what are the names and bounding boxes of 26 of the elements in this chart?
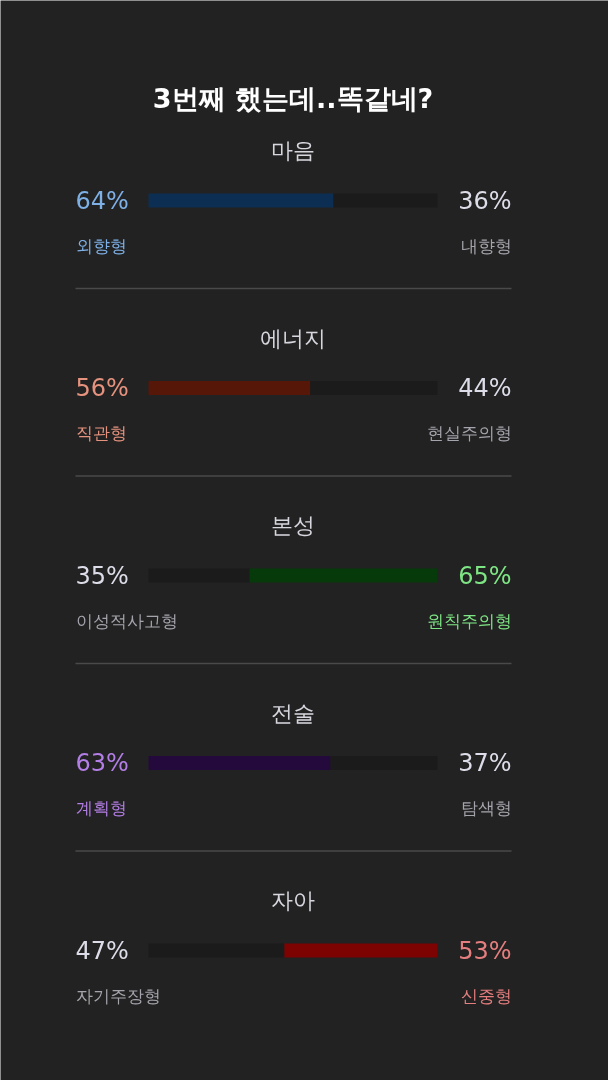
data-label: 47%	[75, 936, 129, 965]
text: 3번째 했는데..똑같네?	[152, 83, 434, 114]
data-label: 36%	[458, 186, 512, 215]
data-label: 64%	[75, 186, 129, 215]
y-tick-label: 자아	[271, 888, 315, 913]
y-tick-label: 전술	[271, 700, 315, 726]
y-tick-label: 본성	[271, 513, 315, 538]
data-label: 35%	[75, 561, 129, 590]
text: 신중형	[460, 985, 512, 1006]
data-label: 53%	[458, 936, 512, 965]
series-label: 자기주장형	[75, 985, 161, 1006]
text: 외향형	[75, 235, 127, 256]
data-label: 65%	[458, 561, 512, 590]
data-label: 63%	[75, 749, 129, 777]
y-tick-label: 마음	[271, 138, 315, 163]
text: 내향형	[460, 235, 512, 256]
data-label: 56%	[75, 374, 129, 402]
series-label: 원칙주의형	[426, 610, 512, 631]
data-label: 44%	[458, 374, 512, 402]
series-label: 현실주의형	[426, 423, 512, 443]
y-tick-label: 에너지	[260, 325, 326, 351]
text: 탐색형	[460, 798, 512, 818]
data-label: 37%	[458, 749, 512, 777]
series-label: 이성적사고형	[75, 610, 178, 631]
text: 직관형	[75, 423, 127, 443]
text: 계획형	[75, 798, 127, 818]
